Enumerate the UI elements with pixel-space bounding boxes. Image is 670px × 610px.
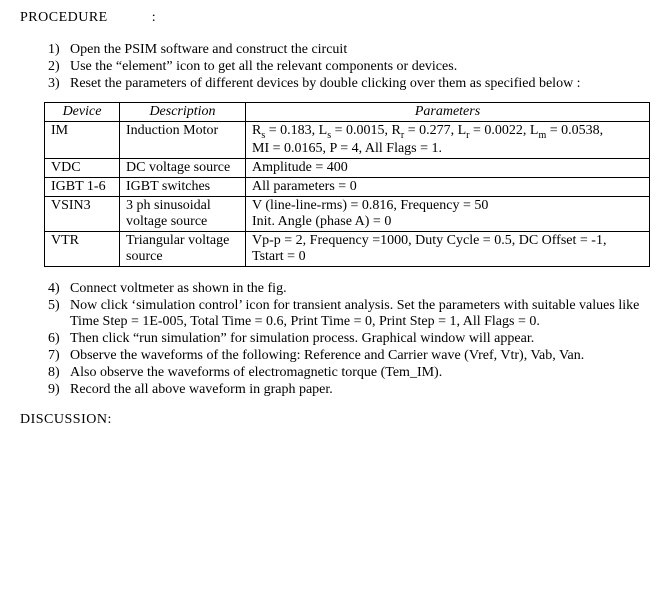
item-text: Observe the waveforms of the following: …: [70, 348, 650, 364]
item-text: Reset the parameters of different device…: [70, 76, 650, 92]
item-number: 4): [48, 281, 70, 297]
cell-description: IGBT switches: [120, 177, 246, 196]
table-row: VDCDC voltage sourceAmplitude = 400: [45, 158, 650, 177]
cell-description: Triangular voltage source: [120, 231, 246, 266]
heading-text: PROCEDURE: [20, 10, 108, 25]
item-number: 6): [48, 331, 70, 347]
item-number: 8): [48, 365, 70, 381]
item-text: Then click “run simulation” for simulati…: [70, 331, 650, 347]
col-parameters: Parameters: [246, 103, 650, 122]
cell-device: VTR: [45, 231, 120, 266]
procedure-list-bottom: 4)Connect voltmeter as shown in the fig.…: [48, 281, 650, 398]
procedure-list-top: 1)Open the PSIM software and construct t…: [48, 42, 650, 92]
item-number: 7): [48, 348, 70, 364]
cell-device: IGBT 1-6: [45, 177, 120, 196]
heading-colon: :: [152, 10, 156, 26]
procedure-item: 1)Open the PSIM software and construct t…: [48, 42, 650, 58]
item-text: Use the “element” icon to get all the re…: [70, 59, 650, 75]
table-row: VSIN33 ph sinusoidal voltage sourceV (li…: [45, 196, 650, 231]
cell-device: VDC: [45, 158, 120, 177]
procedure-item: 2)Use the “element” icon to get all the …: [48, 59, 650, 75]
procedure-item: 8)Also observe the waveforms of electrom…: [48, 365, 650, 381]
cell-device: IM: [45, 122, 120, 159]
cell-description: DC voltage source: [120, 158, 246, 177]
item-text: Connect voltmeter as shown in the fig.: [70, 281, 650, 297]
item-number: 1): [48, 42, 70, 58]
procedure-item: 7)Observe the waveforms of the following…: [48, 348, 650, 364]
table-row: IMInduction MotorRs = 0.183, Ls = 0.0015…: [45, 122, 650, 159]
table-body: IMInduction MotorRs = 0.183, Ls = 0.0015…: [45, 122, 650, 267]
procedure-item: 4)Connect voltmeter as shown in the fig.: [48, 281, 650, 297]
table-header-row: Device Description Parameters: [45, 103, 650, 122]
col-device: Device: [45, 103, 120, 122]
item-text: Now click ‘simulation control’ icon for …: [70, 298, 650, 330]
cell-parameters: All parameters = 0: [246, 177, 650, 196]
item-number: 2): [48, 59, 70, 75]
cell-description: Induction Motor: [120, 122, 246, 159]
procedure-item: 6)Then click “run simulation” for simula…: [48, 331, 650, 347]
table-row: VTRTriangular voltage sourceVp-p = 2, Fr…: [45, 231, 650, 266]
cell-parameters: V (line-line-rms) = 0.816, Frequency = 5…: [246, 196, 650, 231]
parameters-table: Device Description Parameters IMInductio…: [44, 102, 650, 267]
table-row: IGBT 1-6IGBT switchesAll parameters = 0: [45, 177, 650, 196]
procedure-item: 5)Now click ‘simulation control’ icon fo…: [48, 298, 650, 330]
item-text: Also observe the waveforms of electromag…: [70, 365, 650, 381]
procedure-item: 3)Reset the parameters of different devi…: [48, 76, 650, 92]
item-text: Record the all above waveform in graph p…: [70, 382, 650, 398]
procedure-item: 9)Record the all above waveform in graph…: [48, 382, 650, 398]
cell-parameters: Rs = 0.183, Ls = 0.0015, Rr = 0.277, Lr …: [246, 122, 650, 159]
discussion-heading: DISCUSSION:: [20, 412, 650, 428]
cell-device: VSIN3: [45, 196, 120, 231]
procedure-heading: PROCEDURE :: [20, 10, 650, 26]
cell-description: 3 ph sinusoidal voltage source: [120, 196, 246, 231]
cell-parameters: Vp-p = 2, Frequency =1000, Duty Cycle = …: [246, 231, 650, 266]
col-description: Description: [120, 103, 246, 122]
item-number: 5): [48, 298, 70, 330]
cell-parameters: Amplitude = 400: [246, 158, 650, 177]
item-number: 3): [48, 76, 70, 92]
item-text: Open the PSIM software and construct the…: [70, 42, 650, 58]
item-number: 9): [48, 382, 70, 398]
